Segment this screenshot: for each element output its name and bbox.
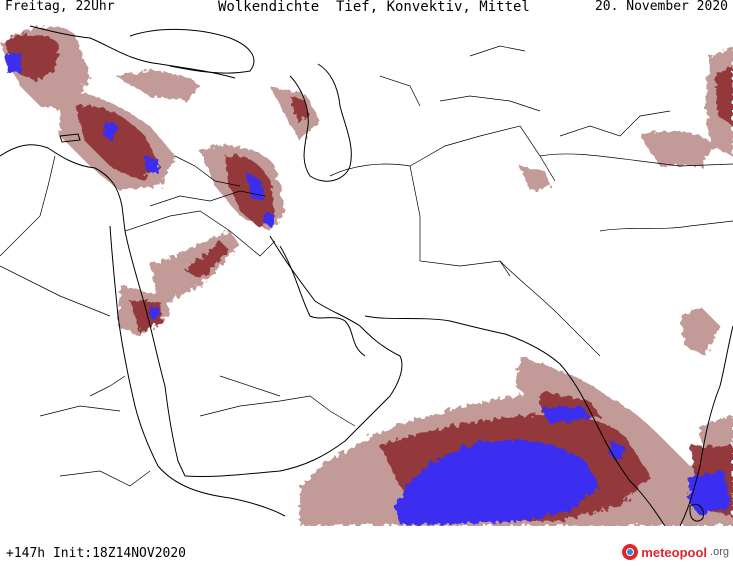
- brand-tld: .org: [710, 546, 729, 558]
- date-label: 20. November 2020: [594, 0, 728, 14]
- country-borders: [0, 45, 733, 487]
- valid-time-label: Freitag, 22Uhr: [5, 0, 115, 14]
- meteopool-logo-icon: [622, 544, 639, 560]
- map-title: Wolkendichte Tief, Konvektiv, Mittel: [218, 0, 530, 15]
- cloud-density-map: [0, 25, 733, 526]
- forecast-init-label: +147h Init:18Z14NOV2020: [6, 546, 187, 561]
- footer-bar: +147h Init:18Z14NOV2020 meteopool .org: [0, 526, 733, 566]
- meteopool-logo[interactable]: meteopool .org: [622, 544, 729, 560]
- brand-name: meteopool: [641, 544, 708, 560]
- coastlines: [0, 25, 733, 526]
